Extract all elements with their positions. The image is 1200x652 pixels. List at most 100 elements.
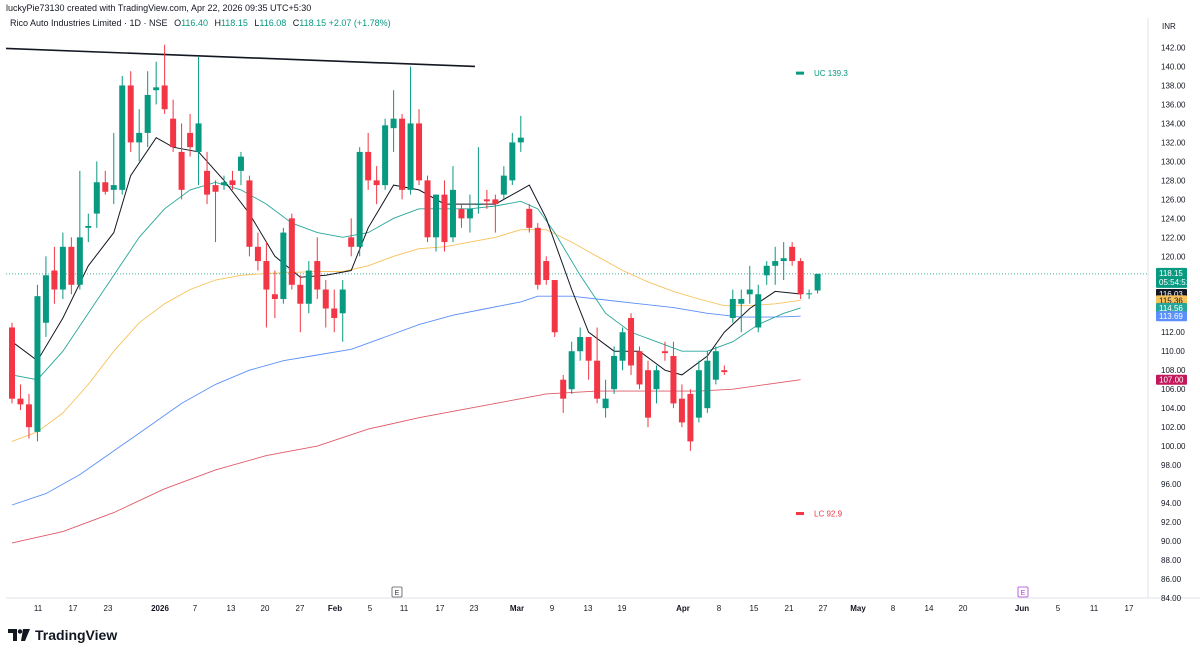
candle-body[interactable] bbox=[68, 246, 75, 285]
candle-body[interactable] bbox=[85, 225, 92, 228]
candle-body[interactable] bbox=[254, 246, 261, 262]
candle-body[interactable] bbox=[577, 336, 584, 352]
candle-body[interactable] bbox=[271, 294, 278, 300]
candle-body[interactable] bbox=[407, 123, 414, 190]
candle-body[interactable] bbox=[534, 227, 541, 285]
candle-body[interactable] bbox=[314, 261, 321, 290]
candle-body[interactable] bbox=[636, 351, 643, 385]
candle-body[interactable] bbox=[721, 370, 728, 373]
candle-body[interactable] bbox=[161, 85, 168, 110]
candle-body[interactable] bbox=[492, 199, 499, 205]
candle-body[interactable] bbox=[127, 85, 134, 143]
candle-body[interactable] bbox=[399, 118, 406, 190]
candle-body[interactable] bbox=[76, 237, 83, 285]
candle-body[interactable] bbox=[237, 156, 244, 171]
candle-body[interactable] bbox=[25, 404, 32, 428]
candle-body[interactable] bbox=[695, 370, 702, 418]
earnings-event-marker[interactable] bbox=[1017, 586, 1029, 598]
candle-body[interactable] bbox=[331, 308, 338, 318]
candle-body[interactable] bbox=[221, 182, 227, 186]
candle-body[interactable] bbox=[204, 170, 211, 195]
candle-body[interactable] bbox=[212, 185, 219, 192]
candle-body[interactable] bbox=[9, 327, 15, 399]
candle-body[interactable] bbox=[670, 355, 677, 404]
candle-body[interactable] bbox=[297, 284, 304, 304]
candle-body[interactable] bbox=[729, 299, 736, 318]
candle-body[interactable] bbox=[619, 332, 626, 361]
candle-body[interactable] bbox=[136, 132, 143, 143]
candle-body[interactable] bbox=[517, 137, 524, 143]
candle-body[interactable] bbox=[51, 270, 58, 290]
candle-body[interactable] bbox=[246, 180, 253, 247]
candle-body[interactable] bbox=[746, 289, 753, 295]
candle-body[interactable] bbox=[348, 237, 355, 247]
candle-body[interactable] bbox=[449, 189, 456, 238]
candle-body[interactable] bbox=[678, 398, 685, 423]
candle-body[interactable] bbox=[712, 351, 719, 380]
candle-body[interactable] bbox=[416, 123, 423, 181]
candle-body[interactable] bbox=[611, 355, 618, 390]
candle-body[interactable] bbox=[424, 180, 431, 238]
candle-body[interactable] bbox=[628, 318, 635, 366]
candle-body[interactable] bbox=[373, 180, 380, 186]
candle-body[interactable] bbox=[339, 289, 346, 314]
candle-body[interactable] bbox=[102, 182, 109, 192]
candle-body[interactable] bbox=[509, 142, 516, 181]
candle-body[interactable] bbox=[229, 180, 236, 186]
candle-body[interactable] bbox=[466, 208, 473, 219]
candle-body[interactable] bbox=[280, 232, 287, 300]
candle-body[interactable] bbox=[585, 336, 592, 361]
candle-body[interactable] bbox=[772, 261, 779, 266]
candle-body[interactable] bbox=[305, 270, 312, 304]
candle-body[interactable] bbox=[560, 379, 567, 399]
trend-line[interactable] bbox=[5, 47, 476, 68]
candle-body[interactable] bbox=[390, 118, 397, 129]
candle-body[interactable] bbox=[704, 360, 711, 409]
candle-body[interactable] bbox=[178, 151, 185, 190]
candle-body[interactable] bbox=[170, 118, 177, 148]
candle-body[interactable] bbox=[322, 289, 329, 309]
earnings-event-marker[interactable] bbox=[391, 586, 403, 598]
candle-body[interactable] bbox=[653, 370, 660, 390]
tradingview-logo[interactable]: TradingView bbox=[8, 627, 117, 643]
candle-body[interactable] bbox=[34, 296, 41, 432]
candle-body[interactable] bbox=[789, 246, 796, 262]
candle-body[interactable] bbox=[602, 398, 609, 409]
candle-body[interactable] bbox=[356, 151, 363, 247]
candle-body[interactable] bbox=[738, 299, 745, 304]
candle-body[interactable] bbox=[594, 360, 601, 399]
candle-body[interactable] bbox=[551, 280, 558, 333]
candle-body[interactable] bbox=[814, 273, 821, 291]
candle-body[interactable] bbox=[17, 398, 24, 405]
candle-body[interactable] bbox=[288, 218, 295, 285]
candle-body[interactable] bbox=[475, 204, 482, 206]
candle-body[interactable] bbox=[458, 208, 465, 219]
candle-body[interactable] bbox=[763, 265, 770, 276]
candle-body[interactable] bbox=[441, 194, 448, 243]
candle-body[interactable] bbox=[187, 132, 194, 148]
candle-body[interactable] bbox=[687, 393, 694, 442]
candle-body[interactable] bbox=[568, 351, 575, 390]
candle-body[interactable] bbox=[42, 275, 49, 323]
candle-body[interactable] bbox=[263, 261, 270, 290]
candle-body[interactable] bbox=[645, 370, 651, 418]
candle-body[interactable] bbox=[59, 246, 66, 290]
candle-body[interactable] bbox=[780, 258, 787, 262]
candle-body[interactable] bbox=[119, 85, 126, 190]
candle-body[interactable] bbox=[806, 293, 813, 295]
candle-body[interactable] bbox=[195, 123, 202, 152]
candle-body[interactable] bbox=[483, 199, 490, 202]
candle-body[interactable] bbox=[110, 185, 117, 190]
candle-body[interactable] bbox=[93, 182, 100, 214]
candle-body[interactable] bbox=[500, 175, 507, 195]
candle-body[interactable] bbox=[797, 261, 804, 295]
candle-body[interactable] bbox=[144, 94, 151, 133]
candle-body[interactable] bbox=[153, 87, 160, 91]
candle-body[interactable] bbox=[661, 351, 668, 354]
candle-body[interactable] bbox=[543, 261, 550, 281]
candle-body[interactable] bbox=[382, 125, 389, 186]
candle-body[interactable] bbox=[433, 194, 439, 238]
candle-body[interactable] bbox=[365, 151, 372, 181]
symbol-legend[interactable]: Rico Auto Industries Limited · 1D · NSE … bbox=[10, 18, 391, 28]
